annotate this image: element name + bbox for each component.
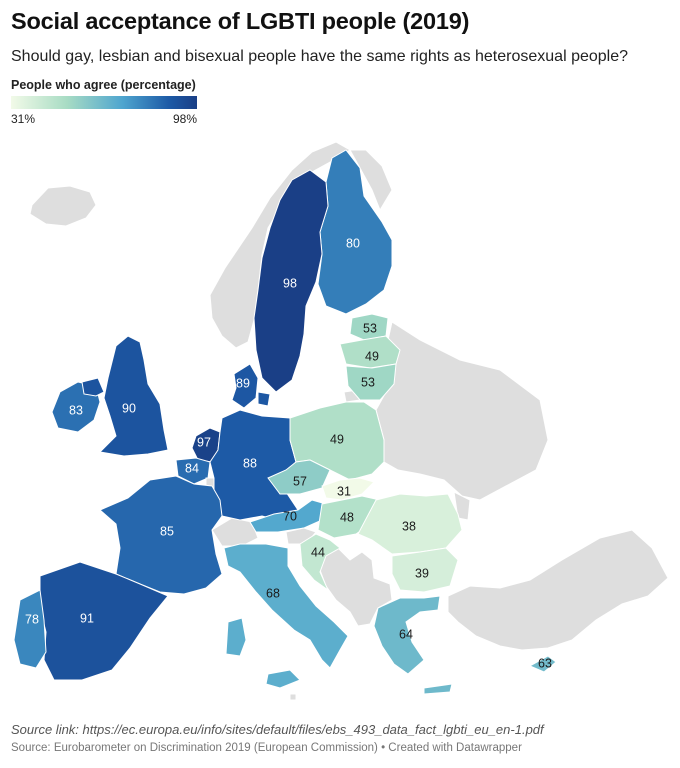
label-bulgaria: 39 xyxy=(415,566,429,580)
country-croatia[interactable] xyxy=(299,533,341,592)
europe-map: 80 98 89 53 49 53 83 90 97 84 88 49 57 3… xyxy=(13,141,669,701)
country-portugal[interactable] xyxy=(13,589,47,669)
label-france: 85 xyxy=(160,524,174,538)
label-finland: 80 xyxy=(346,236,360,250)
label-cyprus: 63 xyxy=(538,656,552,670)
label-denmark: 89 xyxy=(236,376,250,390)
legend-min-label: 31% xyxy=(11,112,36,126)
country-italy[interactable] xyxy=(223,543,349,689)
country-united-kingdom[interactable] xyxy=(81,335,169,457)
country-bulgaria[interactable] xyxy=(391,547,459,593)
country-spain[interactable] xyxy=(39,561,169,681)
label-lithuania: 53 xyxy=(361,375,375,389)
legend-max-label: 98% xyxy=(172,112,197,126)
legend-title: People who agree (percentage) xyxy=(11,78,196,92)
label-sweden: 98 xyxy=(283,276,297,290)
value-labels: 80 98 89 53 49 53 83 90 97 84 88 49 57 3… xyxy=(25,236,552,670)
russia-north-shape xyxy=(349,149,393,212)
country-malta[interactable] xyxy=(289,693,297,701)
country-sweden[interactable] xyxy=(253,169,329,393)
label-croatia: 44 xyxy=(311,545,325,559)
label-italy: 68 xyxy=(266,586,280,600)
turkey-shape xyxy=(447,529,669,651)
country-czechia[interactable] xyxy=(267,459,331,495)
country-france[interactable] xyxy=(99,475,223,595)
label-hungary: 48 xyxy=(340,510,354,524)
label-portugal: 78 xyxy=(25,612,39,626)
source-credit: Source: Eurobarometer on Discrimination … xyxy=(11,742,522,754)
color-legend: People who agree (percentage) 31% 98% xyxy=(11,78,201,128)
label-united-kingdom: 90 xyxy=(122,401,136,415)
country-denmark[interactable] xyxy=(231,363,271,409)
eu-countries xyxy=(13,149,557,701)
no-data-land xyxy=(29,141,669,651)
label-estonia: 53 xyxy=(363,321,377,335)
legend-labels: 31% 98% xyxy=(11,112,197,128)
country-latvia[interactable] xyxy=(339,335,401,369)
label-greece: 64 xyxy=(399,627,413,641)
label-romania: 38 xyxy=(402,519,416,533)
label-czechia: 57 xyxy=(293,474,307,488)
label-austria: 70 xyxy=(283,509,297,523)
label-spain: 91 xyxy=(80,611,94,625)
country-slovakia[interactable] xyxy=(321,477,375,501)
legend-gradient-bar xyxy=(11,96,197,109)
label-belgium: 84 xyxy=(185,461,199,475)
label-netherlands: 97 xyxy=(197,435,211,449)
chart-subtitle: Should gay, lesbian and bisexual people … xyxy=(11,48,629,65)
country-romania[interactable] xyxy=(357,493,463,555)
source-link[interactable]: Source link: https://ec.europa.eu/info/s… xyxy=(11,722,544,737)
country-greece[interactable] xyxy=(373,595,453,695)
iceland-shape xyxy=(29,185,97,227)
label-poland: 49 xyxy=(330,432,344,446)
balkans-shape xyxy=(317,545,393,627)
chart-title: Social acceptance of LGBTI people (2019) xyxy=(11,8,470,34)
country-cyprus[interactable] xyxy=(528,655,557,673)
label-ireland: 83 xyxy=(69,403,83,417)
label-slovakia: 31 xyxy=(337,484,351,498)
country-lithuania[interactable] xyxy=(345,363,397,401)
label-germany: 88 xyxy=(243,456,257,470)
belarus-ukraine-shape xyxy=(375,321,549,501)
label-latvia: 49 xyxy=(365,349,379,363)
